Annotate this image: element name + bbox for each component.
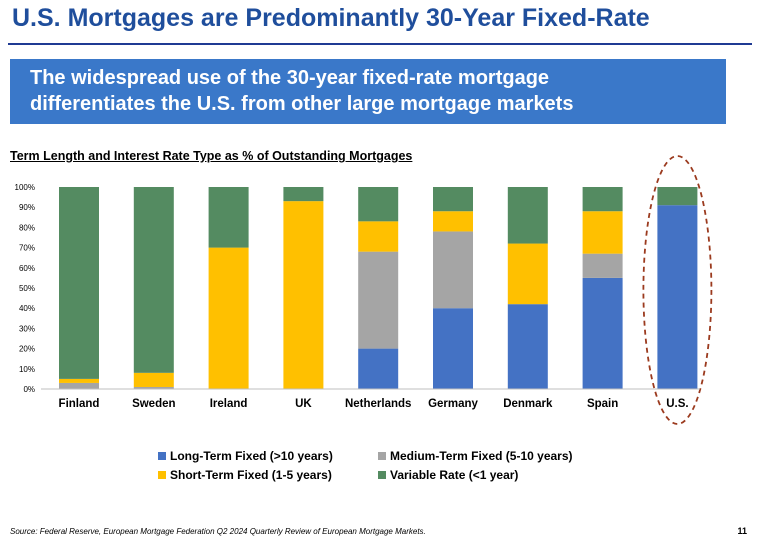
legend-swatch	[378, 452, 386, 460]
y-tick-label: 20%	[19, 345, 35, 354]
y-tick-label: 30%	[19, 324, 35, 333]
legend-item-long-term-fixed: Long-Term Fixed (>10 years)	[158, 449, 378, 463]
bar-uk-short-term-fixed	[283, 201, 324, 389]
bar-finland-medium-term-fixed	[59, 382, 99, 389]
bar-netherlands-medium-term-fixed	[358, 251, 399, 349]
bar-germany-medium-term-fixed	[433, 231, 473, 309]
bar-spain-long-term-fixed	[582, 277, 623, 389]
page-number: 11	[737, 526, 747, 536]
legend-label: Long-Term Fixed (>10 years)	[170, 449, 333, 463]
y-tick-label: 40%	[19, 304, 35, 313]
key-message-banner: The widespread use of the 30-year fixed-…	[10, 59, 726, 124]
bar-finland-variable-rate	[59, 187, 99, 379]
bar-denmark-variable-rate	[507, 187, 548, 244]
chart-legend: Long-Term Fixed (>10 years) Medium-Term F…	[158, 449, 598, 482]
bar-netherlands-variable-rate	[358, 187, 399, 222]
legend-label: Medium-Term Fixed (5-10 years)	[390, 449, 573, 463]
x-tick-label: U.S.	[666, 398, 688, 410]
bar-sweden-short-term-fixed	[133, 372, 174, 387]
x-tick-label: Ireland	[210, 398, 248, 410]
bar-sweden-variable-rate	[133, 187, 174, 373]
bar-germany-variable-rate	[433, 187, 473, 212]
legend-label: Short-Term Fixed (1-5 years)	[170, 468, 332, 482]
y-tick-label: 50%	[19, 284, 35, 293]
legend-label: Variable Rate (<1 year)	[390, 468, 519, 482]
legend-swatch	[378, 471, 386, 479]
bar-germany-long-term-fixed	[433, 308, 473, 389]
bar-sweden-medium-term-fixed	[133, 386, 174, 389]
bar-spain-medium-term-fixed	[582, 253, 623, 278]
us-highlight-ellipse	[642, 155, 713, 425]
y-tick-label: 0%	[23, 385, 35, 394]
y-tick-label: 80%	[19, 223, 35, 232]
legend-swatch	[158, 452, 166, 460]
legend-item-variable-rate: Variable Rate (<1 year)	[378, 468, 598, 482]
bar-ireland-short-term-fixed	[208, 247, 249, 389]
x-tick-label: Sweden	[132, 398, 175, 410]
bar-netherlands-long-term-fixed	[358, 348, 399, 389]
x-tick-label: Denmark	[503, 398, 553, 410]
bar-finland-short-term-fixed	[59, 378, 99, 383]
x-tick-label: Netherlands	[345, 398, 411, 410]
banner-line-1: The widespread use of the 30-year fixed-…	[30, 67, 550, 89]
banner-line-2: differentiates the U.S. from other large…	[30, 93, 574, 115]
legend-swatch	[158, 471, 166, 479]
bar-uk-variable-rate	[283, 187, 324, 202]
x-tick-label: Spain	[587, 398, 618, 410]
x-tick-label: Finland	[59, 398, 100, 410]
bar-ireland-variable-rate	[208, 187, 249, 248]
slide-title: U.S. Mortgages are Predominantly 30-Year…	[12, 4, 650, 32]
legend-item-medium-term-fixed: Medium-Term Fixed (5-10 years)	[378, 449, 598, 463]
bar-denmark-short-term-fixed	[507, 243, 548, 305]
bar-netherlands-short-term-fixed	[358, 221, 399, 252]
source-note: Source: Federal Reserve, European Mortga…	[10, 527, 426, 536]
bar-spain-short-term-fixed	[582, 211, 623, 254]
y-tick-label: 60%	[19, 264, 35, 273]
chart-title: Term Length and Interest Rate Type as % …	[10, 149, 413, 163]
legend-item-short-term-fixed: Short-Term Fixed (1-5 years)	[158, 468, 378, 482]
title-divider	[8, 43, 752, 45]
bar-u-s-variable-rate	[657, 187, 698, 206]
bar-u-s-long-term-fixed	[657, 205, 698, 389]
x-tick-label: Germany	[428, 398, 478, 410]
x-tick-label: UK	[295, 398, 312, 410]
bar-denmark-long-term-fixed	[507, 304, 548, 389]
bar-germany-short-term-fixed	[433, 211, 473, 232]
y-tick-label: 100%	[15, 183, 35, 192]
y-tick-label: 10%	[19, 365, 35, 374]
bar-spain-variable-rate	[582, 187, 623, 212]
y-tick-label: 90%	[19, 203, 35, 212]
y-tick-label: 70%	[19, 244, 35, 253]
